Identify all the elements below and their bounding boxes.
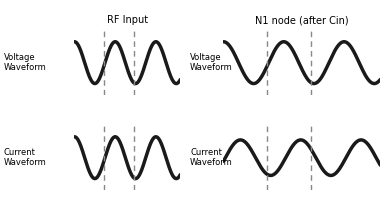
Text: N1 node (after Cin): N1 node (after Cin): [255, 15, 348, 25]
Text: RF Input: RF Input: [107, 15, 148, 25]
Text: Current
Waveform: Current Waveform: [190, 148, 233, 167]
Text: Voltage
Waveform: Voltage Waveform: [4, 53, 47, 72]
Text: Voltage
Waveform: Voltage Waveform: [190, 53, 233, 72]
Text: Current
Waveform: Current Waveform: [4, 148, 47, 167]
